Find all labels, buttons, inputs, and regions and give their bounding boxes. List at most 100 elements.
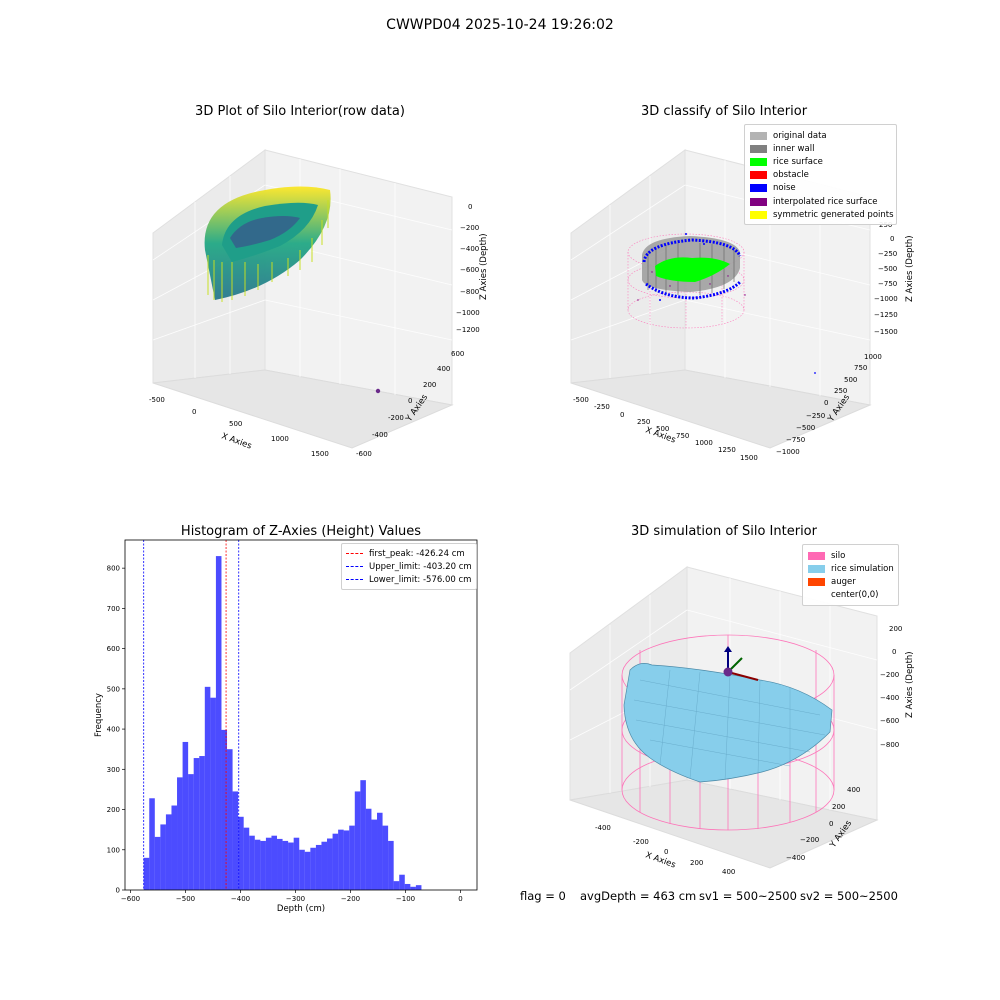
footer-sv2: sv2 = 500~2500 [800,889,898,903]
histogram-bar [415,885,422,890]
sim-z-tick: −200 [880,671,899,679]
sim-y-tick: 200 [832,803,845,811]
histogram-bar [299,849,305,890]
simulation-plot-title: 3D simulation of Silo Interior [631,524,817,539]
classify-legend: original data inner wall rice surface ob… [744,124,897,226]
histogram-bar [171,805,178,890]
raw-y-tick: 200 [423,381,436,389]
raw-z-tick: −1000 [456,309,480,317]
legend-item-auger: auger [808,575,892,588]
histogram-bar [338,829,344,890]
sim-y-tick: −400 [786,854,805,862]
legend-swatch [750,197,767,206]
histogram-bar [388,840,394,890]
sim-x-label: X Axies [644,850,677,870]
raw-x-tick: 1000 [271,435,289,443]
classify-z-tick: −750 [878,280,897,288]
histogram-bar [254,839,261,890]
raw-y-tick: 600 [451,350,464,358]
sim-y-tick: 400 [847,786,860,794]
sim-x-tick: 200 [690,859,703,867]
raw-z-label: Z Axies (Depth) [479,233,489,300]
legend-item-noise: noise [750,182,890,195]
histogram-bar [360,780,366,890]
classify-x-tick: 0 [620,411,624,419]
legend-line [346,566,363,568]
simulation-legend: silo rice simulation auger center(0,0) [802,544,899,606]
histogram-bar [410,886,416,890]
histogram-bar [243,827,250,890]
legend-swatch [750,171,767,180]
raw-y-tick: -600 [356,450,372,458]
classify-z-label: Z Axies (Depth) [905,235,915,302]
raw-y-tick: 400 [437,365,450,373]
legend-item-lower-limit: Lower_limit: -576.00 cm [346,573,471,586]
histogram-y-tick-label: 400 [107,726,120,734]
histogram-bar [310,847,316,890]
legend-swatch [750,131,767,140]
classify-y-tick: −250 [806,412,825,420]
legend-swatch [750,184,767,193]
legend-item-first-peak: first_peak: -426.24 cm [346,547,471,560]
classify-z-tick: −1250 [874,311,898,319]
classify-y-tick: 750 [854,364,867,372]
sim-z-label: Z Axies (Depth) [905,651,915,718]
histogram-x-tick-label: −300 [286,895,305,903]
classify-y-tick: −500 [796,424,815,432]
histogram-bar [249,835,255,890]
histogram-bar [238,816,244,890]
histogram-bar [149,798,155,890]
histogram-bar [260,840,266,890]
raw-z-tick: −800 [460,288,479,296]
legend-item-obstacle: obstacle [750,169,890,182]
legend-line [346,579,363,581]
histogram-x-tick-label: −100 [396,895,415,903]
classify-x-tick: -250 [594,403,610,411]
histogram-bar [177,777,183,890]
classify-z-tick: 0 [890,235,894,243]
raw-z-tick: −400 [460,245,479,253]
classify-x-tick: 750 [676,432,689,440]
histogram-bar [277,838,283,890]
histogram-bar [399,874,405,890]
classify-z-tick: −500 [878,265,897,273]
legend-swatch [808,591,825,599]
histogram-bar [288,842,294,890]
histogram-x-tick-label: 0 [458,895,462,903]
histogram-bar [377,812,383,890]
histogram-y-tick-label: 800 [107,565,120,573]
histogram-bar [304,851,311,890]
histogram-bar [221,729,228,890]
histogram-bar [293,837,300,890]
classify-y-tick: −1000 [776,448,800,456]
histogram-x-tick-label: −200 [341,895,360,903]
raw-3d-plot: -500 0 500 1000 1500 -600 -400 -200 0 20… [149,149,489,458]
legend-item-symmetric: symmetric generated points [750,208,894,221]
histogram-bar [354,791,361,890]
classify-z-tick: −1500 [874,328,898,336]
legend-line [346,553,363,555]
legend-swatch [750,210,767,219]
histogram-y-tick-label: 600 [107,645,120,653]
sim-x-tick: 0 [664,848,668,856]
raw-z-tick: −600 [460,266,479,274]
histogram-y-tick-label: 0 [116,887,120,895]
classify-y-tick: −750 [786,436,805,444]
sim-x-tick: 400 [722,868,735,876]
histogram-bar [343,830,350,890]
histogram-bar [371,819,378,890]
histogram-x-label: Depth (cm) [277,904,325,914]
histogram-y-label: Frequency [94,693,104,737]
histogram-bar [227,749,233,890]
histogram-title: Histogram of Z-Axies (Height) Values [180,524,422,539]
simulation-3d-plot: -400 -200 0 200 400 −400 −200 0 200 400 … [569,566,915,876]
legend-swatch [808,577,825,586]
footer-avg-depth: avgDepth = 463 cm [580,889,697,903]
classify-x-tick: 1500 [740,454,758,462]
legend-swatch [808,564,825,573]
histogram-bar [315,844,322,890]
histogram-y-tick-label: 100 [107,846,120,854]
histogram-x-tick-label: −600 [121,895,140,903]
legend-item-inner-wall: inner wall [750,142,890,155]
histogram-bar [204,686,211,890]
